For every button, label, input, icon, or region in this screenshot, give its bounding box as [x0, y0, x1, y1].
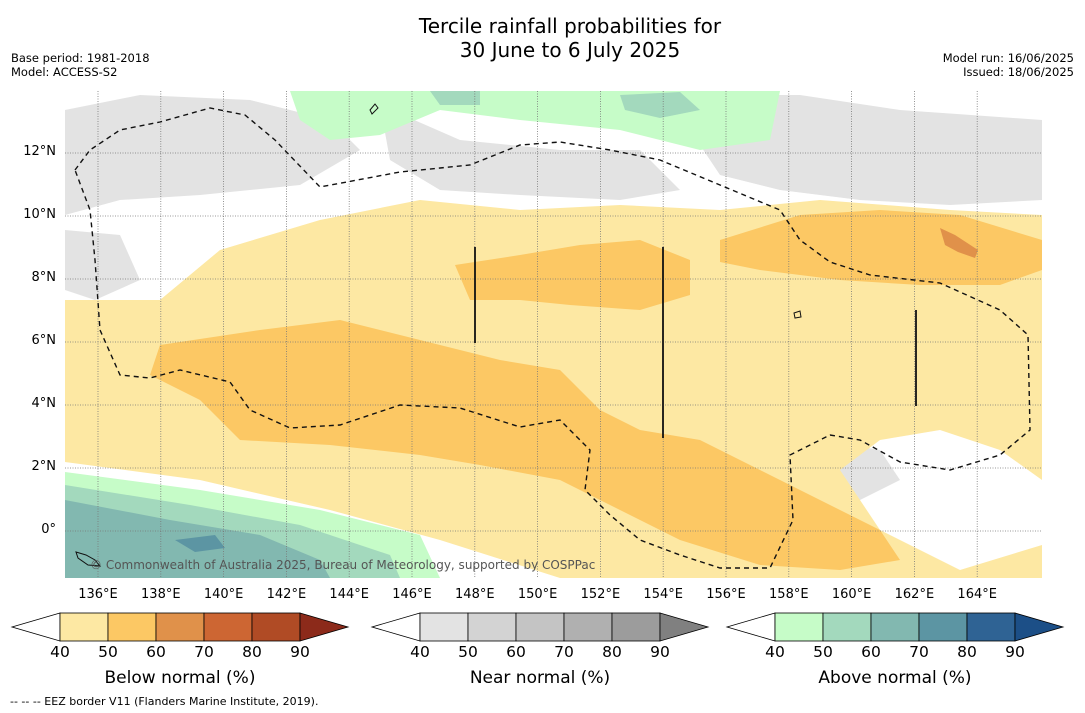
colorbar-label-above: Above normal (%) — [818, 668, 972, 688]
x-tick-label: 160°E — [831, 587, 872, 602]
colorbar-label-below: Below normal (%) — [104, 668, 256, 688]
colorbar-segment — [155, 612, 205, 642]
colorbar-segment — [467, 612, 517, 642]
colorbar-tick-label: 40 — [50, 643, 70, 661]
x-tick-label: 150°E — [517, 587, 558, 602]
above-normal-region-sw-70 — [175, 535, 225, 552]
colorbar-tick-label: 80 — [957, 643, 977, 661]
island-pohnpei — [793, 310, 802, 319]
colorbar-label-near: Near normal (%) — [469, 668, 611, 688]
y-tick-label: 12°N — [23, 144, 56, 159]
colorbar-tick-label: 60 — [861, 643, 881, 661]
map-fill-layer — [65, 91, 1042, 578]
colorbar-segment — [107, 612, 157, 642]
colorbar-tick-label: 40 — [410, 643, 430, 661]
x-tick-label: 136°E — [78, 587, 118, 602]
near-normal-region-ne — [690, 95, 1042, 205]
colorbar-tick-label: 70 — [554, 643, 574, 661]
above-normal-region-n-50 — [430, 91, 700, 118]
colorbar-segment — [822, 612, 872, 642]
colorbar-tick-label: 70 — [909, 643, 929, 661]
graticule — [65, 91, 1042, 578]
colorbar-tick-label: 90 — [290, 643, 310, 661]
colorbar-segment — [966, 612, 1016, 642]
x-tick-label: 140°E — [203, 587, 244, 602]
x-tick-label: 146°E — [392, 587, 432, 602]
colorbar-tick-label: 90 — [1005, 643, 1025, 661]
y-tick-label: 2°N — [31, 459, 57, 474]
x-tick-label: 144°E — [329, 587, 369, 602]
x-tick-label: 164°E — [957, 587, 997, 602]
colorbar-tick-label: 40 — [765, 643, 785, 661]
title-line-2: 30 June to 6 July 2025 — [459, 38, 681, 62]
island-png-coast — [75, 551, 102, 567]
near-normal-region-n — [380, 105, 680, 200]
colorbar-segment — [774, 612, 824, 642]
colorbar-segment — [251, 612, 301, 642]
colorbar-tick-label: 60 — [146, 643, 166, 661]
below-normal-region-50-main — [150, 320, 900, 570]
meta-right: Model run: 16/06/2025 Issued: 18/06/2025 — [943, 51, 1074, 79]
x-tick-label: 152°E — [580, 587, 621, 602]
near-normal-region-nw — [65, 95, 360, 215]
colorbar-segment — [870, 612, 920, 642]
colorbar-segment — [59, 612, 109, 642]
base-period-text: Base period: 1981-2018 — [11, 51, 150, 65]
colorbar-segment — [918, 612, 968, 642]
x-tick-label: 162°E — [894, 587, 935, 602]
colorbar-tick-label: 50 — [98, 643, 118, 661]
colorbar-tick-label: 90 — [650, 643, 670, 661]
colorbar-extend-high — [1014, 612, 1065, 642]
below-normal-region-50-ne — [720, 210, 1042, 285]
model-run-text: Model run: 16/06/2025 — [942, 51, 1074, 65]
colorbar-extend-low — [725, 612, 776, 642]
below-normal-region-60 — [940, 228, 978, 258]
map-title: Tercile rainfall probabilities for 30 Ju… — [0, 14, 1085, 62]
y-tick-label: 0° — [41, 522, 56, 537]
colorbar-segment — [515, 612, 565, 642]
meta-left: Base period: 1981-2018 Model: ACCESS-S2 — [11, 51, 150, 79]
colorbar-tick-label: 60 — [506, 643, 526, 661]
eez-border — [74, 107, 1031, 569]
y-tick-label: 6°N — [31, 333, 57, 348]
eez-border-palau — [74, 107, 1031, 569]
y-tick-label: 8°N — [31, 270, 57, 285]
issued-text: Issued: 18/06/2025 — [963, 65, 1074, 79]
title-line-1: Tercile rainfall probabilities for — [418, 14, 722, 38]
island-outlines — [75, 103, 802, 567]
colorbar-tick-label: 50 — [813, 643, 833, 661]
x-tick-label: 156°E — [706, 587, 746, 602]
copyright-credit: © Commonwealth of Australia 2025, Bureau… — [90, 558, 596, 572]
colorbar-segment — [419, 612, 469, 642]
eez-footnote: -- -- -- EEZ border V11 (Flanders Marine… — [10, 695, 319, 708]
colorbar-segment — [563, 612, 613, 642]
colorbar-extend-high — [299, 612, 350, 642]
colorbar-tick-label: 50 — [458, 643, 478, 661]
colorbar-group — [10, 612, 1065, 642]
x-tick-label: 142°E — [266, 587, 307, 602]
colorbar-extend-low — [370, 612, 421, 642]
x-tick-label: 148°E — [455, 587, 495, 602]
model-text: Model: ACCESS-S2 — [11, 65, 118, 79]
colorbar-tick-label: 80 — [602, 643, 622, 661]
boundary-lines — [474, 247, 917, 438]
colorbar-segment — [203, 612, 253, 642]
colorbar-extend-low — [10, 612, 61, 642]
near-normal-region-sw — [65, 230, 140, 300]
y-tick-label: 4°N — [31, 396, 57, 411]
colorbar-tick-label: 80 — [242, 643, 262, 661]
x-tick-label: 158°E — [769, 587, 809, 602]
x-tick-label: 138°E — [141, 587, 181, 602]
x-tick-label: 154°E — [643, 587, 683, 602]
y-tick-label: 10°N — [23, 207, 56, 222]
colorbar-tick-label: 70 — [194, 643, 214, 661]
colorbar-extend-high — [659, 612, 710, 642]
island-guam — [369, 103, 379, 115]
below-normal-region-50-north — [455, 240, 690, 310]
colorbar-segment — [611, 612, 661, 642]
